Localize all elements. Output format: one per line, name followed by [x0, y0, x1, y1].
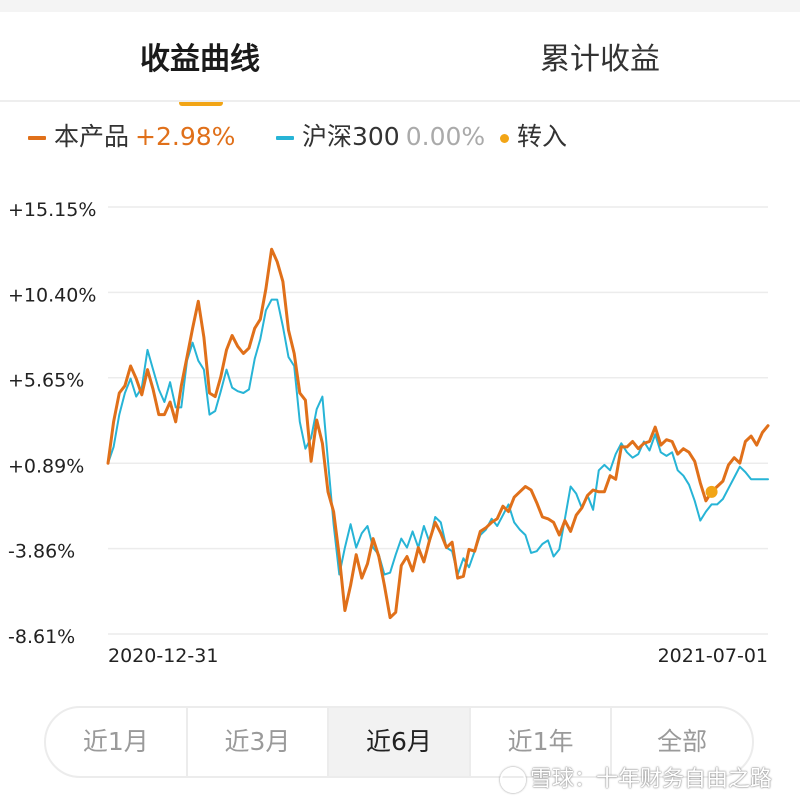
range-1m[interactable]: 近1月 [46, 708, 188, 776]
legend-transfer-name: 转入 [517, 122, 568, 151]
legend-index: 沪深300 0.00% [276, 112, 485, 162]
range-6m[interactable]: 近6月 [329, 708, 471, 776]
active-tab-indicator [179, 100, 223, 106]
legend-product-value: +2.98% [135, 122, 236, 151]
series-line-index [107, 298, 769, 576]
x-end-label: 2021-07-01 [658, 645, 768, 667]
tabs-divider [0, 100, 800, 102]
y-tick-label: +0.89% [8, 455, 84, 477]
x-start-label: 2020-12-31 [108, 645, 218, 667]
series-line-product [106, 247, 770, 620]
tab-cumulative-return[interactable]: 累计收益 [540, 42, 660, 77]
chart-tabs: 收益曲线 累计收益 [0, 12, 800, 106]
watermark: 雪球：十年财务自由之路 [500, 762, 772, 798]
range-1y[interactable]: 近1年 [471, 708, 613, 776]
xueqiu-logo-icon [500, 767, 526, 793]
tab-return-curve[interactable]: 收益曲线 [140, 42, 260, 77]
chart-legend: 本产品 +2.98% 沪深300 0.00% 转入 [0, 112, 800, 162]
return-chart: +15.15% +10.40% +5.65% +0.89% -3.86% -8.61% 20… [8, 199, 770, 667]
transfer-dot-icon [500, 133, 509, 143]
watermark-text: 雪球：十年财务自由之路 [530, 767, 773, 792]
legend-product-swatch [28, 136, 46, 140]
range-3m[interactable]: 近3月 [188, 708, 330, 776]
legend-product-name: 本产品 [54, 122, 130, 151]
range-selector: 近1月 近3月 近6月 近1年 全部 [44, 706, 754, 778]
y-tick-label: -3.86% [8, 541, 75, 563]
legend-index-value: 0.00% [405, 122, 486, 151]
top-divider [0, 0, 800, 12]
y-tick-label: +15.15% [8, 199, 96, 221]
legend-index-swatch [276, 136, 294, 140]
transfer-marker [705, 485, 718, 498]
legend-transfer: 转入 [500, 112, 567, 162]
legend-index-name: 沪深300 [302, 122, 400, 151]
y-tick-label: +10.40% [8, 284, 96, 306]
y-tick-label: +5.65% [8, 370, 84, 392]
legend-product: 本产品 +2.98% [28, 112, 235, 162]
range-all[interactable]: 全部 [657, 727, 708, 756]
y-tick-label: -8.61% [8, 626, 75, 648]
